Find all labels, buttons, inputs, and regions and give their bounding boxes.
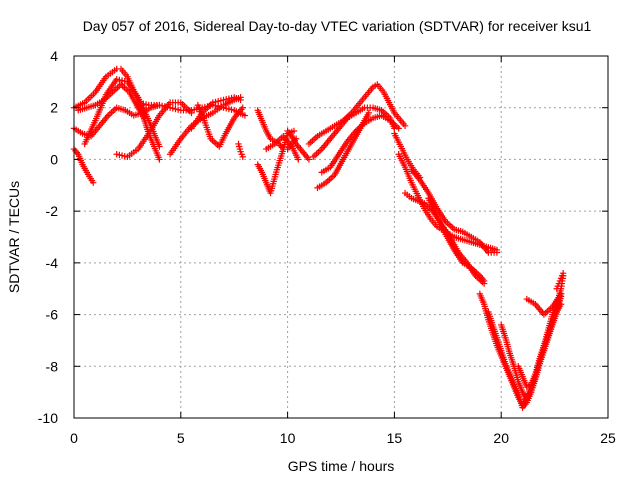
data-point [365,109,372,117]
y-tick-label: -10 [38,410,58,426]
series-sat-k [235,140,246,161]
plot-frame [73,55,609,419]
y-tick-label: 4 [50,48,58,64]
x-tick-label: 10 [280,430,296,446]
series-sat-ab [515,290,565,391]
data-point [305,156,313,163]
y-axis: -10 -8 -6 -4 -2 0 2 4 [38,48,608,426]
data-point [295,156,302,163]
data-point [493,249,501,256]
data-point [395,125,402,132]
x-axis: 0 5 10 15 20 25 [70,56,616,446]
series-sat-q [310,104,398,161]
data-marks [70,65,567,411]
series-sat-f [113,99,195,161]
series-sat-ac [523,290,565,318]
data-point [557,290,565,298]
y-tick-label: -8 [46,358,59,374]
series-sat-m [254,127,298,197]
chart-title: Day 057 of 2016, Sidereal Day-to-day VTE… [83,18,592,34]
y-tick-label: -6 [46,307,59,323]
x-tick-label: 0 [70,430,78,446]
data-point [239,153,246,161]
data-point [90,179,97,186]
series-sat-j [194,101,246,150]
series-sat-u [395,151,501,254]
series-sat-x [425,195,488,285]
x-tick-label: 20 [493,430,509,446]
data-point [239,104,246,111]
data-point [480,277,488,285]
y-tick-label: -2 [46,203,59,219]
series-sat-i [188,94,244,132]
series-sat-s [318,112,402,176]
series-sat-e [70,145,97,186]
series-sat-n [263,132,302,163]
data-point [241,112,249,119]
y-tick-label: 0 [50,151,58,167]
series-sat-v [408,166,501,256]
x-tick-label: 15 [387,430,403,446]
x-tick-label: 5 [177,430,185,446]
series-sat-p [305,81,409,148]
data-point [156,143,163,150]
x-tick-label: 25 [600,430,616,446]
data-point [559,270,567,277]
data-point [290,127,298,135]
data-point [401,122,409,130]
x-axis-label: GPS time / hours [288,458,395,474]
series-sat-ad [553,270,567,292]
series-sat-c [75,81,148,122]
data-point [141,114,148,122]
y-axis-label: SDTVAR / TECUs [6,181,22,293]
data-point [237,96,244,104]
y-tick-label: -4 [46,255,59,271]
series-sat-o [284,127,313,163]
data-point [156,156,163,163]
y-tick-label: 2 [50,100,58,116]
